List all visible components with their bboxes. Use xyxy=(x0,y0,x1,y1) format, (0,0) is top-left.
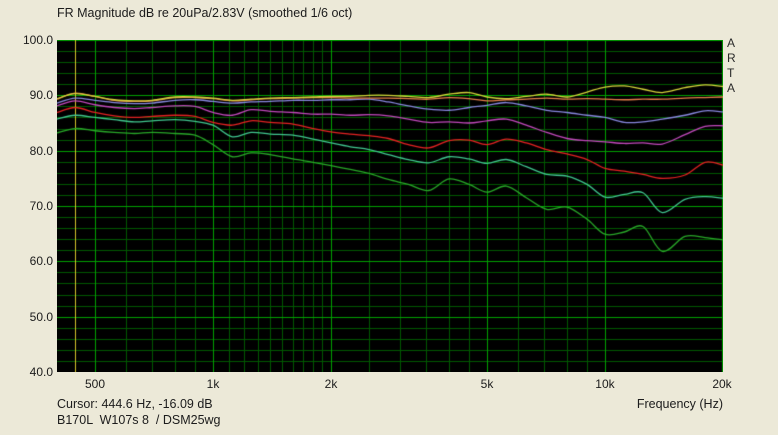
cursor-readout: Cursor: 444.6 Hz, -16.09 dB xyxy=(57,397,213,411)
chart-title: FR Magnitude dB re 20uPa/2.83V (smoothed… xyxy=(57,6,353,20)
x-tick-label: 5k xyxy=(480,377,494,391)
y-tick-label: 70.0 xyxy=(29,199,53,213)
x-tick-label: 500 xyxy=(84,377,105,391)
y-tick-label: 100.0 xyxy=(22,33,53,47)
x-tick-label: 20k xyxy=(712,377,732,391)
x-tick-label: 1k xyxy=(206,377,220,391)
y-tick-label: 80.0 xyxy=(29,143,53,158)
y-tick-label: 50.0 xyxy=(29,309,53,324)
x-tick-label: 2k xyxy=(324,377,338,391)
arta-watermark: ARTA xyxy=(727,36,736,95)
y-tick-label: 90.0 xyxy=(29,88,53,103)
x-tick-label: 10k xyxy=(595,377,615,391)
frequency-response-plot[interactable] xyxy=(57,40,723,372)
y-tick-label: 40.0 xyxy=(29,365,53,379)
overlay-file-label: B170L W107s 8 / DSM25wg xyxy=(57,413,221,427)
x-axis-title: Frequency (Hz) xyxy=(636,397,723,411)
y-tick-label: 60.0 xyxy=(29,254,53,269)
